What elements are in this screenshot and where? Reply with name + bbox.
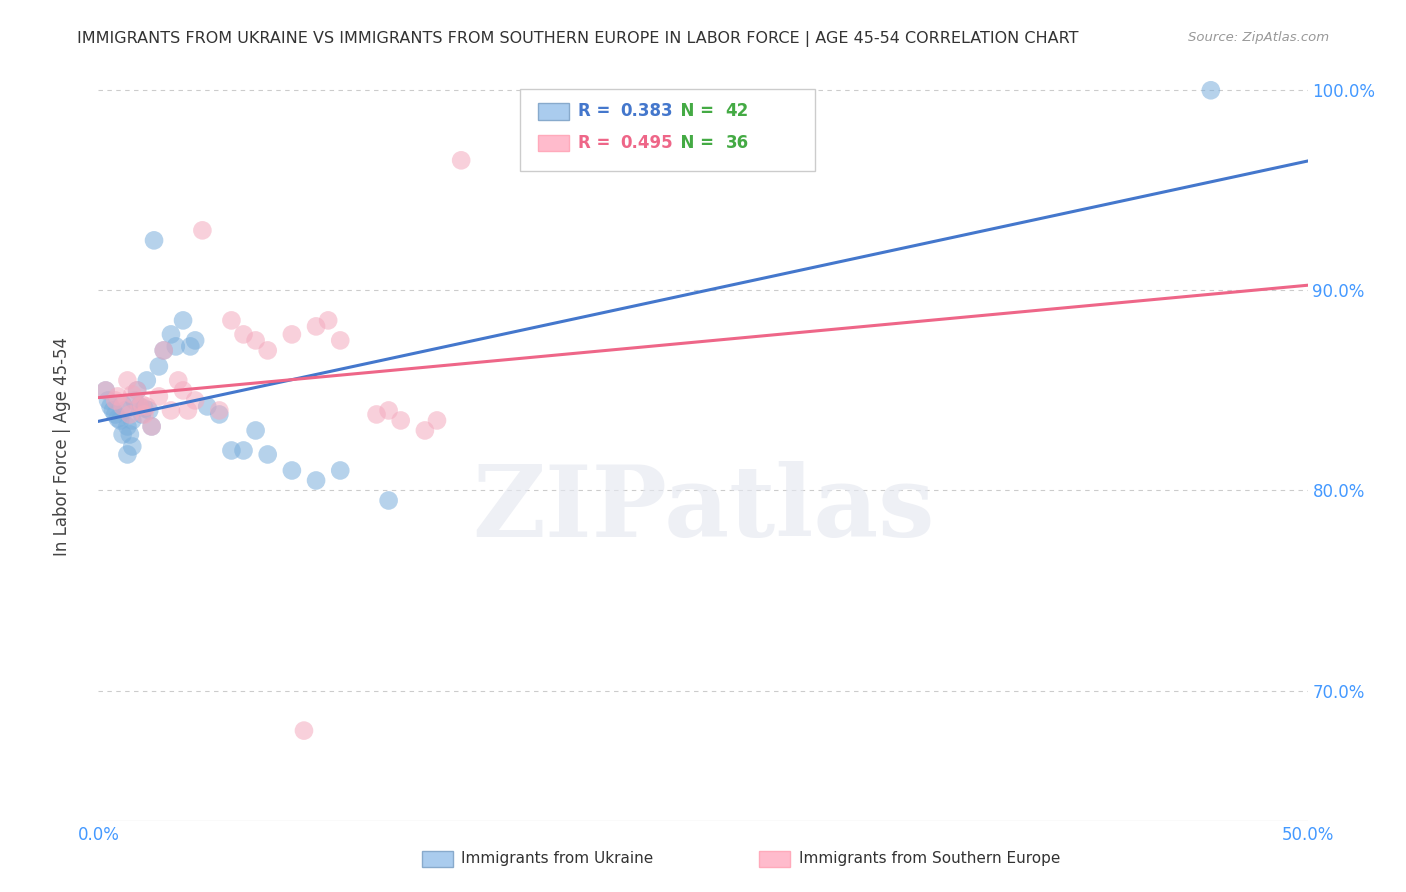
Point — [111, 427, 134, 442]
Point — [1199, 83, 1222, 97]
Point — [97, 393, 120, 408]
Point — [184, 393, 207, 408]
Point — [305, 474, 328, 488]
Point — [94, 384, 117, 398]
Point — [117, 447, 139, 461]
Text: Source: ZipAtlas.com: Source: ZipAtlas.com — [1188, 31, 1329, 45]
Text: N =: N = — [669, 134, 720, 152]
Point — [316, 313, 339, 327]
Point — [138, 403, 160, 417]
Point — [179, 339, 201, 353]
Point — [114, 403, 136, 417]
Point — [256, 447, 278, 461]
Point — [221, 313, 243, 327]
Point — [377, 493, 399, 508]
Point — [107, 411, 129, 425]
Point — [111, 400, 134, 414]
Point — [141, 419, 163, 434]
Point — [366, 408, 388, 422]
Text: R =: R = — [578, 103, 616, 120]
Text: Immigrants from Ukraine: Immigrants from Ukraine — [461, 851, 654, 865]
Point — [450, 153, 472, 168]
Point — [131, 397, 153, 411]
Point — [305, 319, 328, 334]
Point — [127, 384, 149, 398]
Point — [281, 463, 304, 477]
Point — [256, 343, 278, 358]
Text: ZIPatlas: ZIPatlas — [472, 461, 934, 558]
Point — [245, 334, 267, 348]
Point — [128, 400, 150, 414]
Text: In Labor Force | Age 45-54: In Labor Force | Age 45-54 — [53, 336, 72, 556]
Text: 42: 42 — [725, 103, 749, 120]
Point — [135, 400, 157, 414]
Point — [426, 413, 449, 427]
Point — [413, 424, 436, 438]
Point — [292, 723, 315, 738]
Point — [135, 373, 157, 387]
Point — [143, 233, 166, 247]
Point — [148, 359, 170, 374]
Point — [152, 343, 174, 358]
Point — [281, 327, 304, 342]
Text: 0.383: 0.383 — [620, 103, 672, 120]
Point — [118, 408, 141, 422]
Point — [108, 413, 131, 427]
Point — [160, 403, 183, 417]
Point — [329, 463, 352, 477]
Point — [134, 401, 156, 416]
Point — [128, 400, 150, 414]
Point — [148, 389, 170, 403]
Point — [121, 413, 143, 427]
Point — [121, 440, 143, 454]
Point — [100, 400, 122, 414]
Text: N =: N = — [669, 103, 720, 120]
Point — [101, 403, 124, 417]
Point — [208, 408, 231, 422]
Point — [195, 400, 218, 414]
Point — [221, 443, 243, 458]
Point — [111, 397, 134, 411]
Point — [177, 403, 200, 417]
Text: R =: R = — [578, 134, 616, 152]
Point — [191, 223, 214, 237]
Text: 0.495: 0.495 — [620, 134, 672, 152]
Point — [124, 393, 146, 408]
Point — [121, 387, 143, 401]
Point — [94, 384, 117, 398]
Point — [160, 327, 183, 342]
Point — [117, 373, 139, 387]
Point — [232, 327, 254, 342]
Point — [152, 343, 174, 358]
Point — [107, 389, 129, 403]
Point — [184, 334, 207, 348]
Point — [118, 427, 141, 442]
Text: Immigrants from Southern Europe: Immigrants from Southern Europe — [799, 851, 1060, 865]
Point — [172, 313, 194, 327]
Point — [329, 334, 352, 348]
Point — [131, 408, 153, 422]
Point — [104, 408, 127, 422]
Point — [141, 419, 163, 434]
Point — [117, 419, 139, 434]
Point — [389, 413, 412, 427]
Point — [167, 373, 190, 387]
Text: IMMIGRANTS FROM UKRAINE VS IMMIGRANTS FROM SOUTHERN EUROPE IN LABOR FORCE | AGE : IMMIGRANTS FROM UKRAINE VS IMMIGRANTS FR… — [77, 31, 1078, 47]
Point — [232, 443, 254, 458]
Point — [172, 384, 194, 398]
Text: 36: 36 — [725, 134, 748, 152]
Point — [134, 408, 156, 422]
Point — [377, 403, 399, 417]
Point — [208, 403, 231, 417]
Point — [127, 384, 149, 398]
Point — [104, 393, 127, 408]
Point — [165, 339, 187, 353]
Point — [245, 424, 267, 438]
